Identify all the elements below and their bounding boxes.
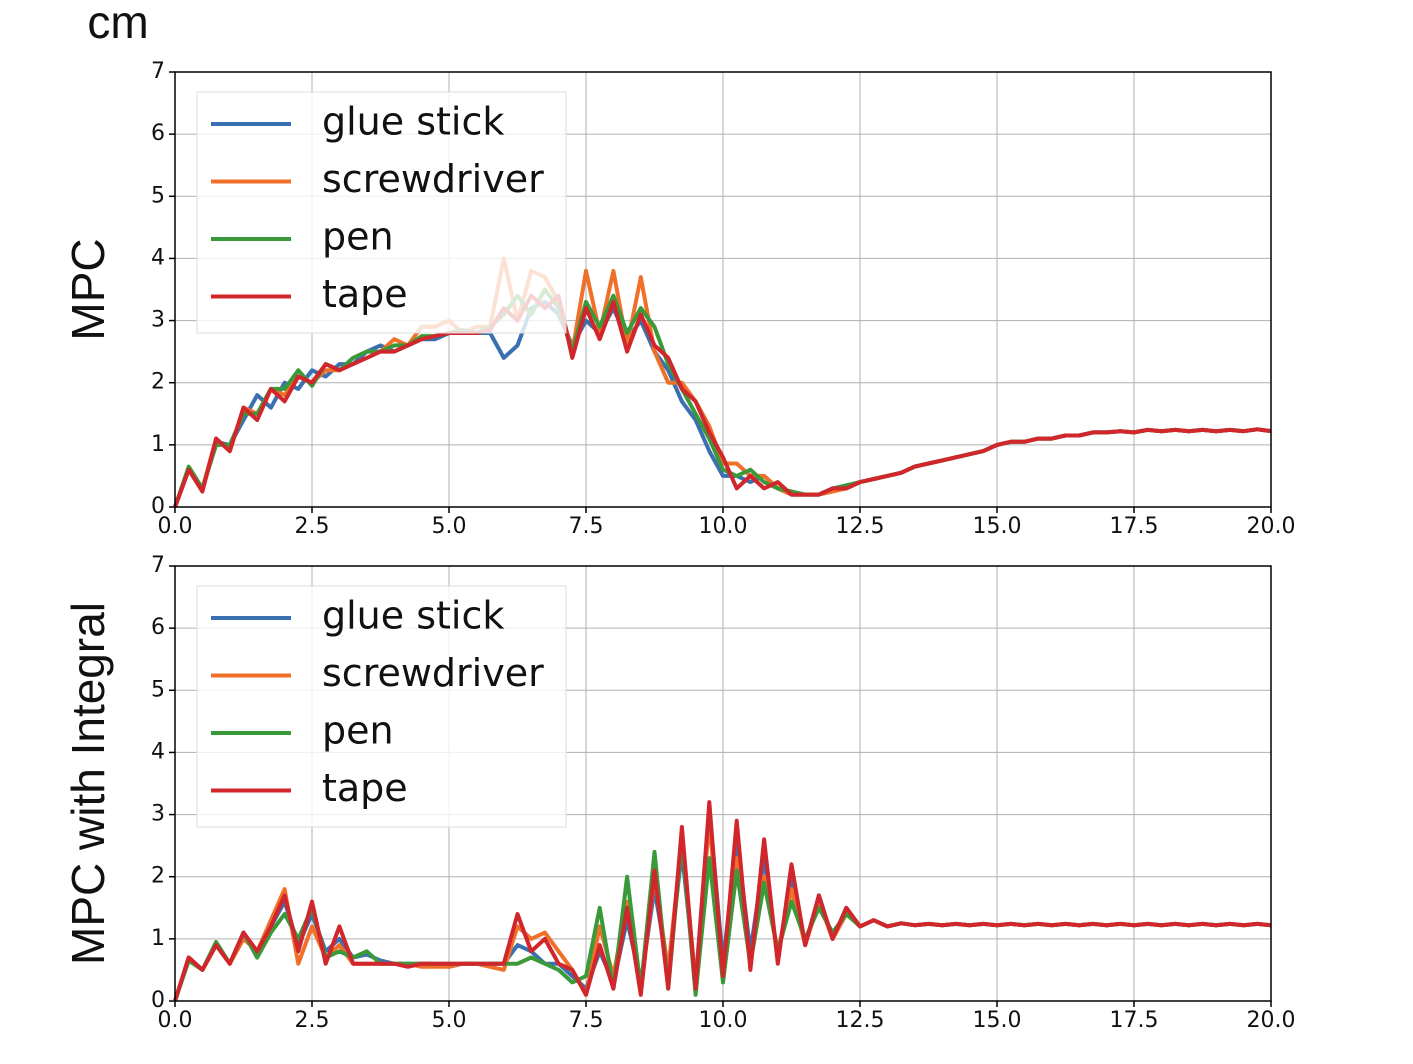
y-tick-label: 5 xyxy=(151,183,165,208)
y-axis-label: MPC with Integral xyxy=(62,602,114,965)
y-tick-label: 0 xyxy=(151,494,165,519)
legend-label: glue stick xyxy=(322,594,504,638)
x-tick-label: 10.0 xyxy=(699,1008,748,1033)
x-tick-label: 10.0 xyxy=(699,514,748,539)
legend-label: tape xyxy=(322,272,408,316)
x-tick-label: 2.5 xyxy=(295,1008,330,1033)
x-tick-label: 0.0 xyxy=(158,514,193,539)
y-tick-label: 4 xyxy=(151,245,165,270)
x-tick-label: 17.5 xyxy=(1110,1008,1159,1033)
y-tick-label: 6 xyxy=(151,121,165,146)
legend-box xyxy=(196,585,567,828)
legend-label: glue stick xyxy=(322,100,504,144)
x-tick-label: 15.0 xyxy=(973,1008,1022,1033)
legend-box xyxy=(196,91,567,334)
x-tick-label: 17.5 xyxy=(1110,514,1159,539)
x-tick-label: 15.0 xyxy=(973,514,1022,539)
x-tick-label: 7.5 xyxy=(569,514,604,539)
series-line xyxy=(173,800,1272,1002)
x-tick-label: 5.0 xyxy=(432,514,467,539)
x-tick-label: 2.5 xyxy=(295,514,330,539)
x-tick-label: 12.5 xyxy=(836,514,885,539)
legend-label: screwdriver xyxy=(322,157,544,201)
y-tick-label: 1 xyxy=(151,926,165,951)
x-tick-label: 20.0 xyxy=(1247,1008,1296,1033)
y-tick-label: 7 xyxy=(151,553,165,578)
y-tick-label: 7 xyxy=(151,59,165,84)
unit-label: cm xyxy=(87,0,148,48)
legend-label: pen xyxy=(322,215,394,259)
plot-frame xyxy=(174,71,1272,508)
x-tick-label: 12.5 xyxy=(836,1008,885,1033)
y-tick-label: 3 xyxy=(151,308,165,333)
x-tick-label: 7.5 xyxy=(569,1008,604,1033)
y-tick-label: 4 xyxy=(151,739,165,764)
y-tick-label: 5 xyxy=(151,677,165,702)
y-axis-label: MPC xyxy=(62,238,114,340)
y-tick-label: 0 xyxy=(151,988,165,1013)
y-tick-label: 2 xyxy=(151,370,165,395)
legend-label: tape xyxy=(322,766,408,810)
x-tick-label: 20.0 xyxy=(1247,514,1296,539)
x-tick-label: 5.0 xyxy=(432,1008,467,1033)
legend-label: screwdriver xyxy=(322,651,544,695)
y-tick-label: 6 xyxy=(151,615,165,640)
plot-frame xyxy=(174,565,1272,1002)
y-tick-label: 3 xyxy=(151,802,165,827)
series-line xyxy=(173,293,1272,508)
x-tick-label: 0.0 xyxy=(158,1008,193,1033)
y-tick-label: 2 xyxy=(151,864,165,889)
y-tick-label: 1 xyxy=(151,432,165,457)
legend-label: pen xyxy=(322,709,394,753)
